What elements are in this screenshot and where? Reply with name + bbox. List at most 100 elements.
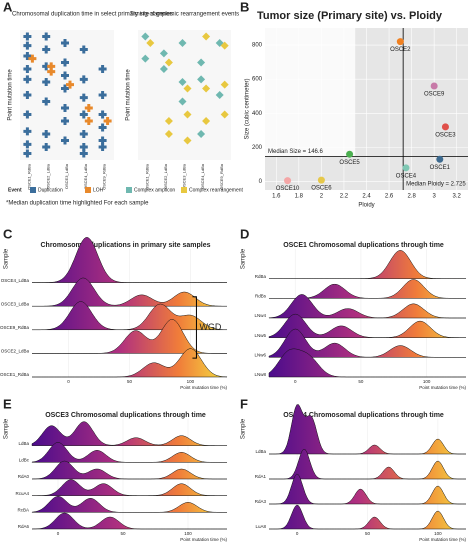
plus-marker: [23, 127, 32, 136]
y-tick-label: OSCE1_RdBa: [0, 372, 29, 377]
plus-marker: [47, 62, 56, 71]
diamond-marker: [202, 84, 211, 93]
x-tick-label: 100: [434, 531, 442, 536]
plus-marker: [79, 143, 88, 151]
plus-marker: [23, 65, 32, 73]
plus-marker: [42, 78, 51, 86]
y-tick-label: 400: [252, 111, 263, 117]
x-tick-label: 2.2: [340, 194, 349, 200]
ridge: [32, 277, 227, 307]
ridge: [268, 348, 466, 378]
point-label: OSCE5: [339, 160, 360, 166]
panel-label: D: [240, 226, 249, 241]
x-tick-label: OSCE2_LdBa: [163, 163, 168, 189]
plus-marker: [79, 45, 88, 54]
diamond-marker: [164, 58, 173, 67]
legend-swatch: [30, 187, 36, 193]
y-tick-label: RdBa: [255, 274, 267, 279]
point-label: OSCE10: [276, 186, 300, 192]
ridge: [31, 442, 228, 463]
plus-marker: [23, 149, 32, 158]
y-tick-label: LdBa: [255, 449, 266, 454]
ridge: [32, 301, 228, 331]
ridge: [269, 473, 466, 505]
ridge: [31, 479, 228, 496]
y-tick-label: LNw5: [254, 333, 266, 338]
panel-label: B: [240, 0, 249, 14]
diamond-marker: [183, 136, 192, 145]
plus-marker: [61, 136, 69, 145]
y-tick-label: RdBs: [255, 294, 267, 299]
annotation: Median Size = 146.6: [268, 149, 324, 155]
ridge: [32, 237, 227, 283]
y-tick-label: LNw4: [254, 313, 266, 318]
x-tick-label: 50: [127, 379, 133, 384]
legend-label: LOH: [93, 187, 104, 193]
y-axis-label: Sample: [4, 418, 10, 439]
x-tick-label: OSCE1_RdBa: [26, 163, 31, 190]
x-axis-label: Point mutation time (%): [419, 385, 466, 390]
diamond-marker: [215, 91, 224, 99]
plus-marker: [84, 117, 93, 125]
point-label: OSCE3: [435, 132, 456, 138]
plus-marker: [23, 32, 32, 41]
plus-marker: [42, 130, 51, 138]
y-tick-label: 800: [252, 43, 263, 49]
x-tick-label: 1.6: [272, 194, 281, 200]
plus-marker: [23, 52, 32, 60]
diamond-marker: [164, 117, 173, 125]
x-tick-label: OSCE9_RdBa: [219, 163, 224, 190]
panel-label: A: [3, 0, 13, 14]
y-tick-label: OSCE2_LdBa: [1, 349, 30, 354]
plus-marker: [23, 41, 32, 50]
x-axis-label: Point mutation time (%): [180, 385, 227, 390]
point-label: OSCE9: [424, 92, 445, 98]
y-tick-label: RdA3: [255, 499, 267, 504]
diamond-marker: [220, 41, 229, 50]
x-tick-label: OSCE3_LdBa: [64, 163, 69, 189]
footnote: *Median duplication time highlighted For…: [6, 201, 149, 207]
y-tick-label: RdA6: [18, 524, 30, 529]
point-label: OSCE6: [311, 186, 332, 192]
plus-marker: [61, 39, 69, 47]
x-tick-label: 0: [67, 379, 70, 384]
x-tick-label: 3.2: [453, 194, 462, 200]
x-tick-label: 100: [423, 379, 431, 384]
ridge: [32, 348, 228, 378]
plus-marker: [42, 62, 51, 71]
y-tick-label: RcBA: [17, 508, 29, 513]
ridge: [268, 250, 467, 279]
x-tick-label: OSCE3_LdBa: [182, 163, 187, 189]
legend-label: Complex amplicon: [134, 187, 175, 193]
plus-marker: [61, 104, 69, 112]
ridge: [269, 448, 466, 480]
bracket: [192, 296, 197, 359]
x-tick-label: 0: [294, 379, 297, 384]
diamond-marker: [197, 75, 206, 84]
diamond-marker: [202, 117, 211, 125]
y-tick-label: OSCE9_RdBa: [0, 325, 29, 330]
y-tick-label: LdBa: [18, 441, 29, 446]
chart-title: OSCE3 Chromosomal duplications through t…: [45, 412, 206, 419]
chart-title: Tumor size (Primary site) vs. Ploidy: [257, 10, 443, 22]
x-tick-label: 50: [358, 379, 364, 384]
y-tick-label: RcuA4: [15, 491, 29, 496]
panel-label: C: [3, 226, 13, 241]
diamond-marker: [197, 130, 206, 138]
point: [436, 155, 444, 163]
x-tick-label: OSCE2_LdBa: [45, 163, 50, 189]
ridge: [32, 319, 227, 354]
plus-marker: [98, 143, 107, 151]
diamond-marker: [141, 32, 150, 41]
y-tick-label: LuA8: [255, 524, 266, 529]
point: [346, 150, 354, 158]
plus-marker: [42, 143, 51, 151]
y-tick-label: OSCE3_LdBa: [1, 301, 30, 306]
plus-marker: [66, 80, 74, 89]
point-label: OSCE4: [396, 173, 417, 179]
plus-marker: [23, 140, 32, 149]
x-tick-label: 1.8: [295, 194, 304, 200]
annotation: WGD: [199, 322, 221, 332]
plus-marker: [79, 75, 88, 84]
